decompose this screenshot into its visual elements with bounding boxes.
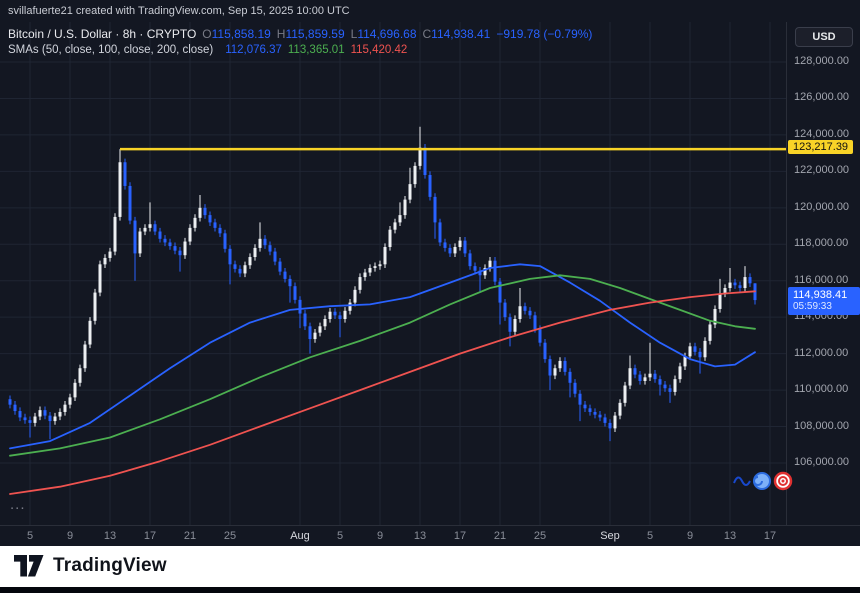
time-axis-label: 13 (413, 530, 427, 542)
scribble-icon (733, 476, 751, 486)
candlestick-series (8, 126, 757, 442)
time-axis-label: 21 (183, 530, 197, 542)
tradingview-logo-icon[interactable] (14, 555, 44, 577)
time-axis-month-label: Aug (290, 530, 310, 542)
time-axis-label: 21 (493, 530, 507, 542)
time-axis-label: 9 (376, 530, 384, 542)
last-price-tag: 114,938.41 05:59:33 (788, 287, 860, 316)
sma-values: 112,076.37 113,365.01 115,420.42 (219, 44, 407, 56)
symbol-legend-row: Bitcoin / U.S. Dollar · 8h · CRYPTO O115… (8, 27, 592, 41)
time-axis-label: 25 (223, 530, 237, 542)
open-value: 115,858.19 (211, 27, 271, 41)
time-axis-label: 5 (26, 530, 34, 542)
close-label: C (422, 27, 432, 41)
swirl-emoji-icon (753, 472, 771, 490)
sma-value: 113,365.01 (287, 44, 345, 56)
more-options-button[interactable]: ... (10, 496, 26, 513)
bar-close-countdown: 05:59:33 (793, 301, 832, 313)
sma-value: 112,076.37 (225, 44, 282, 56)
symbol-title[interactable]: Bitcoin / U.S. Dollar · 8h · CRYPTO (8, 27, 197, 41)
price-axis-label: 122,000.00 (794, 164, 850, 177)
time-axis[interactable]: 5 9 13 17 21 25 Aug 5 9 13 17 21 25 Sep 5 9 13 17 (0, 525, 860, 546)
chart-canvas[interactable] (0, 22, 786, 525)
sma-line (9, 263, 756, 450)
time-axis-label: 25 (533, 530, 547, 542)
bottom-border (0, 587, 860, 593)
chart-legend: Bitcoin / U.S. Dollar · 8h · CRYPTO O115… (8, 27, 592, 56)
time-axis-month-label: Sep (600, 530, 620, 542)
attribution-bar: svillafuerte21 created with TradingView.… (0, 0, 860, 22)
grid-lines (0, 22, 786, 525)
price-axis-label: 106,000.00 (794, 456, 850, 468)
price-axis-label: 126,000.00 (794, 91, 850, 104)
tradingview-wordmark[interactable]: TradingView (53, 555, 167, 576)
price-axis-label: 116,000.00 (794, 273, 849, 286)
open-label: O (202, 27, 212, 41)
time-axis-label: 9 (66, 530, 74, 542)
time-axis-label: 17 (763, 530, 777, 542)
high-label: H (276, 27, 286, 41)
close-value: 114,938.41 (431, 27, 491, 41)
time-axis-label: 17 (143, 530, 157, 542)
currency-toggle-button[interactable]: USD (795, 27, 853, 47)
footer-brand-bar: TradingView (0, 545, 860, 587)
low-value: 114,696.68 (357, 27, 417, 41)
price-axis-label: 112,000.00 (794, 346, 849, 359)
time-axis-label: 13 (723, 530, 737, 542)
time-axis-label: 17 (453, 530, 467, 542)
time-axis-label: 9 (686, 530, 694, 542)
time-axis-label: 5 (336, 530, 344, 542)
horizontal-ray-price-tag[interactable]: 123,217.39 (788, 140, 854, 155)
sma-legend-row: SMAs (50, close, 100, close, 200, close)… (8, 44, 592, 56)
change-value: −919.78 (−0.79%) (496, 27, 593, 41)
target-emoji-icon (773, 471, 793, 491)
sma-line (9, 274, 756, 457)
sma-line (9, 290, 756, 495)
sma-lines (9, 263, 756, 495)
price-axis-label: 120,000.00 (794, 200, 850, 213)
last-price-value: 114,938.41 (793, 289, 848, 302)
price-axis-label: 108,000.00 (794, 419, 850, 432)
price-axis-label: 124,000.00 (794, 127, 850, 140)
price-axis-label: 128,000.00 (794, 55, 850, 67)
price-axis[interactable]: USD 128,000.00 126,000.00 124,000.00 122,00… (786, 22, 860, 525)
sma-value: 115,420.42 (350, 44, 408, 56)
sma-indicator-label[interactable]: SMAs (50, close, 100, close, 200, close) (8, 44, 214, 56)
high-value: 115,859.59 (285, 27, 345, 41)
attribution-text: svillafuerte21 created with TradingView.… (8, 5, 350, 17)
time-axis-label: 5 (646, 530, 654, 542)
price-axis-label: 110,000.00 (794, 383, 849, 396)
low-label: L (350, 27, 358, 41)
emoji-stickers (732, 468, 794, 499)
time-axis-label: 13 (103, 530, 117, 542)
price-axis-label: 118,000.00 (794, 237, 849, 250)
